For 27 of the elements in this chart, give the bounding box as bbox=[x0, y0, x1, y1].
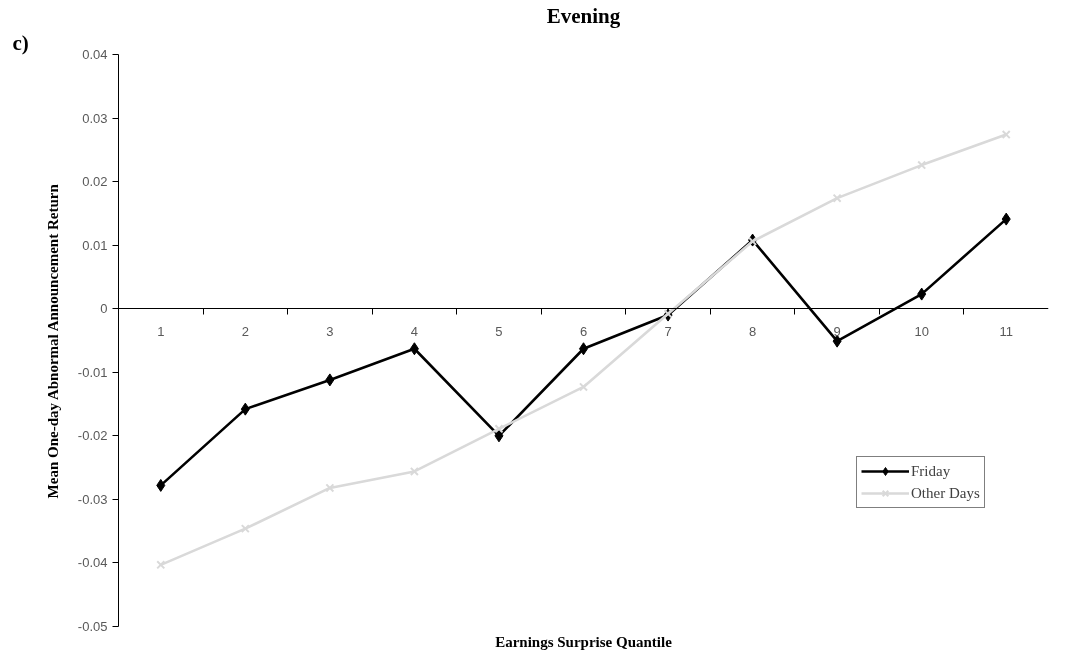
x-tick-label: 10 bbox=[914, 323, 929, 339]
x-tick-label: 8 bbox=[748, 323, 757, 339]
x-tick-label: 9 bbox=[833, 323, 841, 339]
x-axis-title: Earnings Surprise Quantile bbox=[495, 633, 673, 650]
x-tick-label: 1 bbox=[157, 323, 165, 339]
y-tick-label: 0.03 bbox=[82, 110, 108, 126]
x-tick-label: 11 bbox=[999, 323, 1013, 339]
x-tick-label: 6 bbox=[579, 323, 588, 339]
y-tick-label: 0 bbox=[100, 301, 108, 317]
x-tick-label: 2 bbox=[241, 323, 249, 339]
y-tick-label: -0.03 bbox=[77, 491, 108, 507]
y-tick-label: 0.01 bbox=[82, 237, 108, 253]
x-tick-label: 3 bbox=[326, 323, 334, 339]
y-tick-label: -0.02 bbox=[77, 428, 108, 444]
x-tick-label: 4 bbox=[410, 323, 419, 339]
legend-label: Friday bbox=[911, 462, 951, 480]
text: c) bbox=[12, 30, 29, 55]
y-tick-label: 0.04 bbox=[82, 47, 108, 62]
legend-label: Other Days bbox=[911, 484, 980, 502]
y-axis-title: Mean One-day Abnormal Announcement Return bbox=[44, 183, 61, 499]
y-tick-label: -0.04 bbox=[77, 555, 108, 571]
x-tick-label: 5 bbox=[495, 323, 503, 339]
y-tick-label: 0.02 bbox=[82, 174, 108, 190]
y-tick-label: -0.01 bbox=[77, 364, 108, 380]
x-tick-label: 7 bbox=[664, 323, 672, 339]
y-tick-label: -0.05 bbox=[77, 619, 108, 634]
chart-title: Evening bbox=[546, 3, 621, 28]
